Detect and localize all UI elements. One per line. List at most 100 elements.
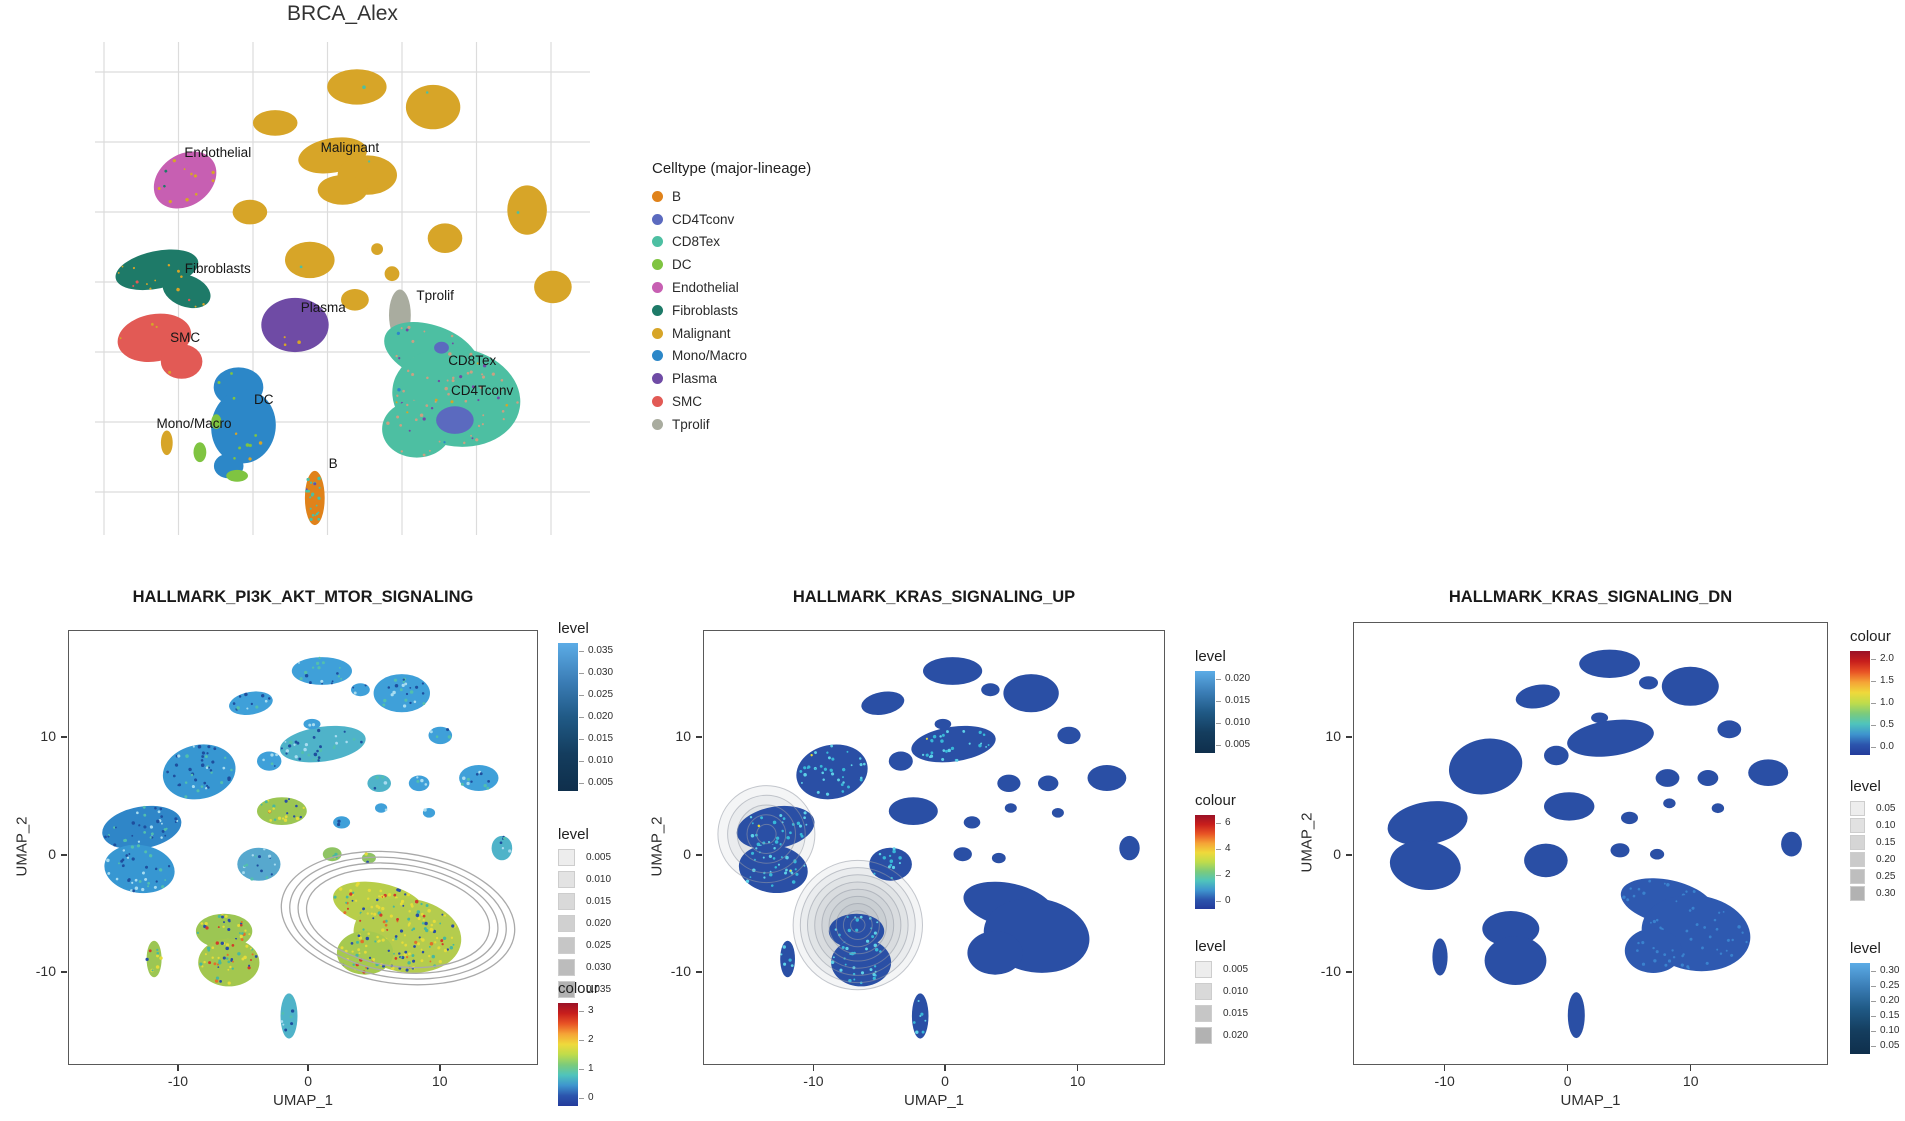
x-tick-label: -10 (167, 1073, 189, 1089)
umap-cluster-blob (1038, 775, 1059, 792)
legend-tick-label: 0.030 (588, 667, 614, 678)
celltype-legend-item: DC (652, 253, 811, 276)
legend-tick-label: 4 (1225, 843, 1231, 854)
legend-gradient-bar (1195, 671, 1215, 753)
legend-gradient-bar (1850, 651, 1870, 755)
x-tick-mark (1566, 1065, 1569, 1071)
y-tick-label: -10 (670, 962, 691, 979)
umap-cluster-blob (229, 691, 273, 715)
umap-cluster-blob (1781, 831, 1802, 857)
legend-tick-label: 0.15 (1880, 1010, 1900, 1021)
umap-cluster-blob (1389, 840, 1461, 890)
cluster-label: B (329, 456, 338, 471)
legend-blue: level 0.30 0.25 0.20 0.15 0.10 0.05 (1850, 940, 1905, 1054)
x-tick-mark (944, 1065, 946, 1071)
umap-cluster-blob (367, 774, 391, 792)
legend-tick-dash (1871, 1016, 1876, 1017)
legend-title: level (558, 826, 589, 843)
legend-tick-label: 0.015 (1225, 695, 1251, 706)
legend-title: level (1850, 940, 1881, 957)
umap-cluster-blob (1524, 843, 1568, 878)
legend-tick-dash (579, 717, 584, 718)
legend-rainbow: colour 3 2 1 0 (558, 980, 650, 1106)
umap-cluster-malignant (507, 185, 547, 235)
legend-tick-dash (579, 761, 584, 762)
cluster-label: DC (254, 392, 274, 407)
umap-cluster-mono-macro (211, 389, 276, 464)
hallmark-plot-title: HALLMARK_KRAS_SIGNALING_DN (1448, 588, 1733, 606)
legend-swatch (558, 849, 575, 866)
legend-body: 0.30 0.25 0.20 0.15 0.10 0.05 (1850, 963, 1905, 1054)
x-tick-label: 10 (1682, 1073, 1699, 1089)
legend-tick-label: 0.035 (586, 983, 612, 995)
x-tick-mark (307, 1065, 309, 1071)
hallmark-plot-title: HALLMARK_KRAS_SIGNALING_UP (792, 588, 1076, 606)
umap-cluster-blob (351, 683, 370, 697)
legend-tick-dash (579, 783, 584, 784)
y-tick-mark (61, 736, 67, 738)
umap-cluster-dc (211, 414, 222, 429)
y-tick-label: -10 (1320, 962, 1341, 979)
y-tick-mark (61, 854, 67, 856)
legend-body: 6 4 2 0 (1195, 815, 1287, 909)
umap-cluster-blob (1591, 712, 1609, 724)
legend-tick-label: 0.5 (1880, 719, 1894, 730)
umap-cluster-dc (193, 442, 207, 463)
legend-tick-label: 0.20 (1880, 995, 1900, 1006)
legend-tick-label: 1.0 (1880, 697, 1894, 708)
celltype-label: Fibroblasts (672, 302, 739, 318)
umap-cluster-blob (1579, 649, 1640, 678)
legend-title: colour (1850, 628, 1891, 645)
legend-tick-dash (1216, 875, 1221, 876)
umap-cluster-blob (1655, 769, 1680, 787)
umap-cluster-blob (1087, 765, 1127, 791)
legend-tick-label: 0.05 (1876, 802, 1896, 814)
umap-cluster-blob (963, 816, 981, 829)
legend-tick-dash (1216, 849, 1221, 850)
hallmark-plot-title: HALLMARK_PI3K_AKT_MTOR_SIGNALING (132, 588, 474, 606)
umap-cluster-blob (257, 797, 307, 825)
legend-blue: level 0.020 0.015 0.010 0.005 (1195, 648, 1287, 753)
umap-cluster-blob (198, 938, 260, 987)
legend-body: 2.0 1.5 1.0 0.5 0.0 (1850, 651, 1905, 755)
celltype-legend-items: B CD4Tconv CD8Tex DC Endothelial Fibroblasts M… (652, 185, 811, 436)
umap-cluster-malignant (405, 84, 461, 130)
x-tick-label: -10 (1434, 1073, 1455, 1089)
umap-cluster-malignant (384, 266, 400, 282)
legend-tick-dash (1216, 723, 1221, 724)
legend-tick-dash (1216, 823, 1221, 824)
umap-overview-plot: Endothelial Malignant Fibroblasts SMC Plasma… (95, 42, 590, 535)
umap-cluster-blob (911, 993, 929, 1039)
legend-body: 0.005 0.010 0.015 0.020 0.025 0.030 0.035 (558, 849, 650, 1003)
umap-cluster-blob (408, 775, 430, 792)
umap-cluster-blob (796, 744, 868, 800)
legend-title: level (1850, 778, 1881, 795)
top-plot-title: BRCA_Alex (287, 2, 398, 25)
legend-rainbow: colour 6 4 2 0 (1195, 792, 1287, 909)
legend-tick-dash (1871, 681, 1876, 682)
umap-cluster-blob (1119, 835, 1140, 861)
umap-cluster-malignant (427, 223, 463, 253)
umap-cluster-blob (1567, 719, 1654, 757)
celltype-label: CD8Tex (672, 234, 721, 250)
cluster-label: Endothelial (184, 145, 251, 160)
umap-cluster-blob (738, 844, 808, 894)
legend-tick-label: 0.015 (1223, 1007, 1249, 1019)
celltype-dot (652, 418, 663, 430)
hallmark-plot-1 (68, 630, 538, 1065)
umap-cluster-blob (1515, 684, 1560, 709)
legend-swatch (1850, 835, 1865, 850)
celltype-dot (652, 350, 663, 362)
legend-tick-dash (1871, 703, 1876, 704)
legend-blue: level 0.035 0.030 0.025 0.020 0.015 0.010 0.005 (558, 620, 650, 791)
umap-cluster-blob (459, 765, 499, 791)
umap-cluster-blob (1432, 938, 1448, 976)
legend-tick-dash (1871, 659, 1876, 660)
y-tick-label: 10 (1325, 728, 1341, 745)
umap-cluster-blob (373, 674, 430, 713)
umap-cluster-blob (1624, 928, 1682, 973)
x-tick-label: -10 (803, 1073, 824, 1089)
legend-swatch (1850, 886, 1865, 901)
umap-cluster-blob (422, 808, 436, 818)
